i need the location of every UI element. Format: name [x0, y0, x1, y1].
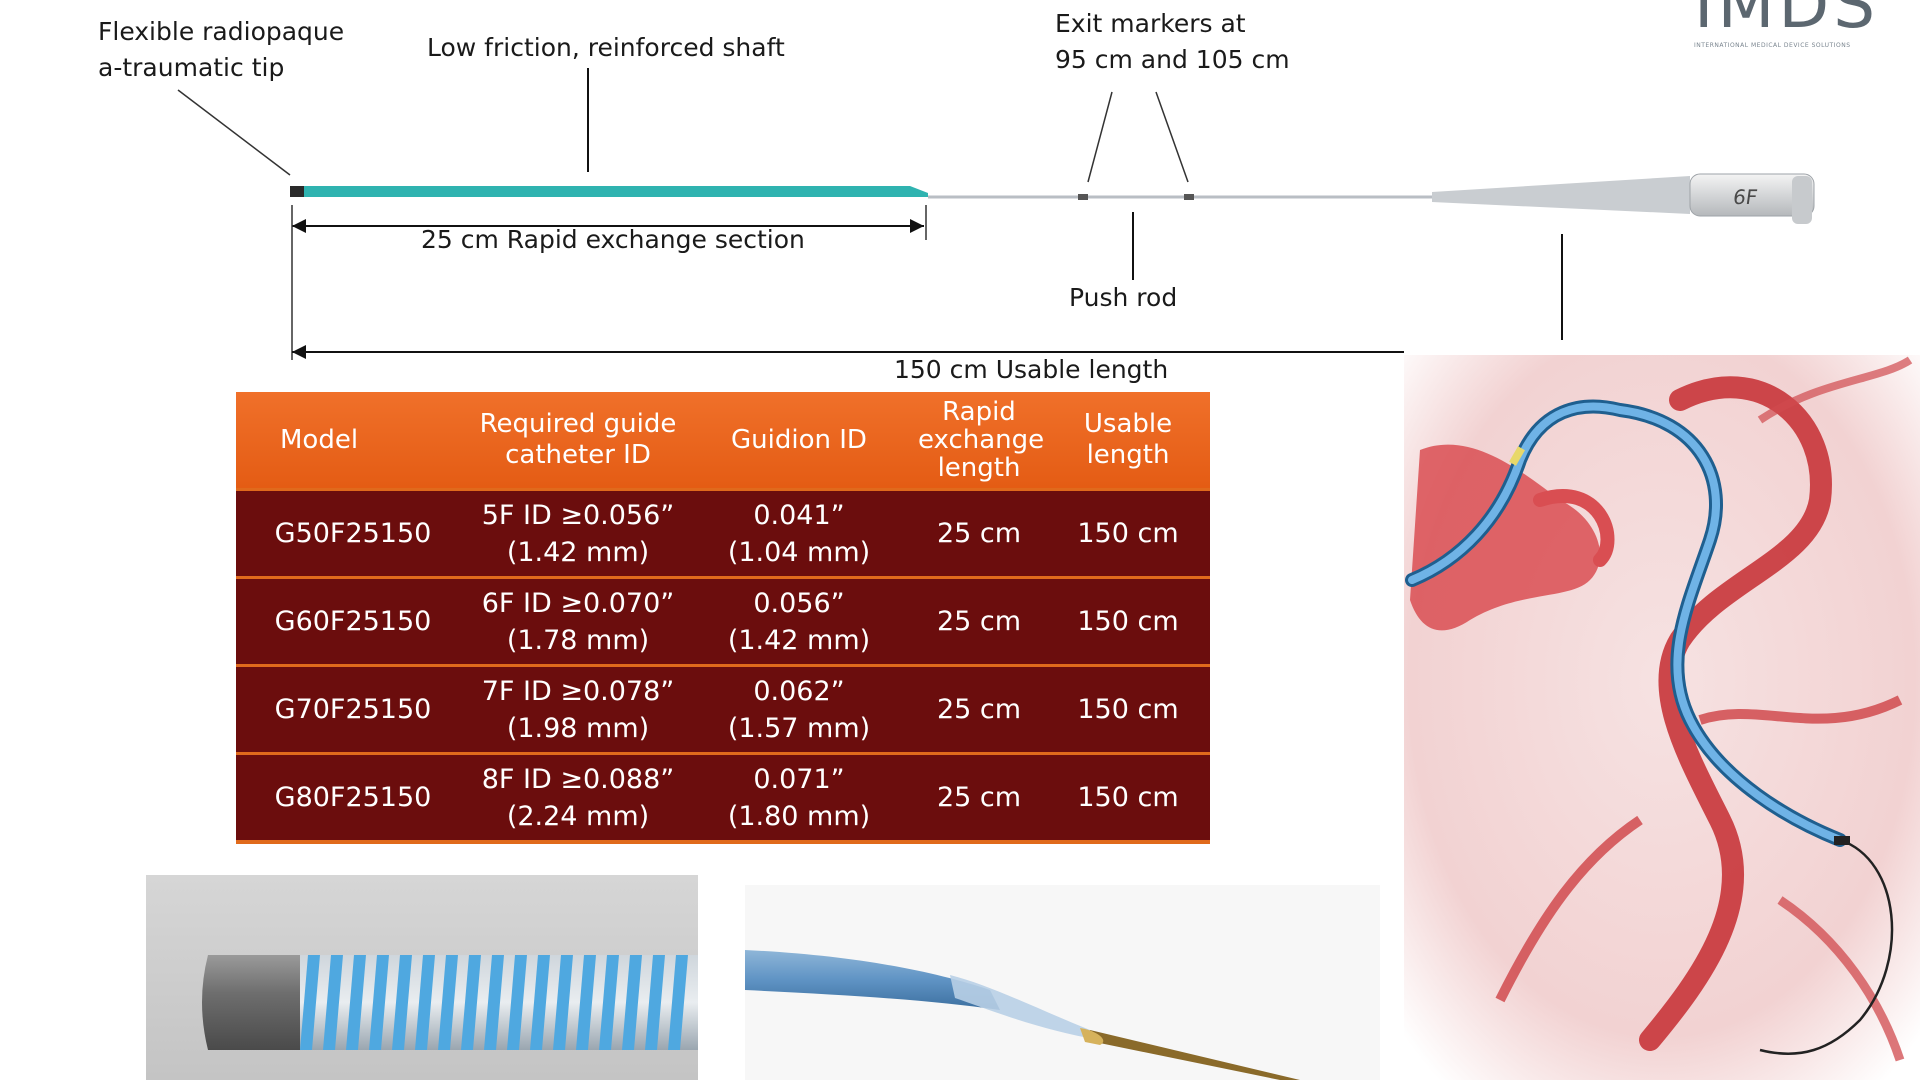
col-header-guidion-id: Guidion ID: [686, 392, 912, 490]
col-header-usable-length: Usable length: [1046, 392, 1210, 490]
coil-stripe: [369, 955, 389, 1050]
usable-arrow-left: [292, 345, 306, 359]
rx-arrow-right: [910, 219, 924, 233]
marker-leader-line-2: [1155, 91, 1189, 183]
col-header-model: Model: [236, 392, 470, 490]
cell-guidion-id: 0.056” (1.42 mm): [686, 576, 912, 666]
col-header-rx-length: Rapid exchange length: [912, 392, 1046, 490]
coil-stripe: [599, 955, 619, 1050]
cell-rx-length: 25 cm: [912, 664, 1046, 754]
exit-marker-105: [1184, 194, 1194, 200]
coil-stripe: [576, 955, 596, 1050]
cell-guide-id: 8F ID ≥0.088” (2.24 mm): [470, 752, 686, 844]
cell-rx-length: 25 cm: [912, 576, 1046, 666]
cell-rx-length: 25 cm: [912, 488, 1046, 578]
logo-tagline: INTERNATIONAL MEDICAL DEVICE SOLUTIONS: [1694, 42, 1851, 49]
tip-closeup-photo: [146, 875, 698, 1080]
coil-stripe: [300, 955, 320, 1050]
coil-stripe: [530, 955, 550, 1050]
cell-guide-id: 6F ID ≥0.070” (1.78 mm): [470, 576, 686, 666]
cell-guidion-id: 0.062” (1.57 mm): [686, 664, 912, 754]
cell-model: G60F25150: [236, 576, 470, 666]
coil-stripe: [415, 955, 435, 1050]
exit-markers-line-2: 95 cm and 105 cm: [1055, 45, 1290, 74]
coil-stripe: [461, 955, 481, 1050]
cell-model: G50F25150: [236, 488, 470, 578]
coil-stripe: [668, 955, 688, 1050]
cell-guidion-id: 0.041” (1.04 mm): [686, 488, 912, 578]
rx-arrow-left: [292, 219, 306, 233]
push-rod-label: Push rod: [1069, 283, 1178, 312]
reinforced-shaft: [304, 186, 928, 197]
tip-leader-line: [177, 89, 291, 176]
exit-markers-label: Exit markers at 95 cm and 105 cm: [1055, 6, 1290, 78]
rx-section-label: 25 cm Rapid exchange section: [421, 225, 805, 254]
exit-port-photo: [745, 885, 1380, 1080]
tip-label-line-1: Flexible radiopaque: [98, 17, 345, 46]
logo-wordmark: IMDS: [1694, 0, 1880, 43]
table-header-row: Model Required guide catheter ID Guidion …: [236, 392, 1210, 490]
cell-rx-length: 25 cm: [912, 752, 1046, 844]
table-row: G50F25150 5F ID ≥0.056” (1.42 mm) 0.041”(…: [236, 488, 1210, 578]
coil-stripe: [438, 955, 458, 1050]
coil-stripe: [484, 955, 504, 1050]
cell-usable-length: 150 cm: [1046, 752, 1210, 844]
specification-table: Model Required guide catheter ID Guidion …: [236, 392, 1210, 844]
table-row: G70F25150 7F ID ≥0.078” (1.98 mm) 0.062”(…: [236, 664, 1210, 754]
coil-stripe: [507, 955, 527, 1050]
hub-strain-relief: [1432, 176, 1690, 214]
col-header-guide-id: Required guide catheter ID: [470, 392, 686, 490]
coil-stripe: [645, 955, 665, 1050]
imds-logo: IMDS INTERNATIONAL MEDICAL DEVICE SOLUTI…: [1680, 0, 1920, 60]
usable-length-label: 150 cm Usable length: [894, 355, 1169, 384]
exit-markers-line-1: Exit markers at: [1055, 9, 1246, 38]
coil-stripe: [392, 955, 412, 1050]
tip-label: Flexible radiopaque a-traumatic tip: [98, 14, 344, 86]
cell-usable-length: 150 cm: [1046, 576, 1210, 666]
cell-guide-id: 5F ID ≥0.056” (1.42 mm): [470, 488, 686, 578]
tip-label-line-2: a-traumatic tip: [98, 53, 285, 82]
coil-stripe: [346, 955, 366, 1050]
cell-model: G70F25150: [236, 664, 470, 754]
coil-stripe: [323, 955, 343, 1050]
exit-marker-95: [1078, 194, 1088, 200]
marker-leader-line-1: [1087, 91, 1113, 183]
cell-usable-length: 150 cm: [1046, 488, 1210, 578]
vessel-illustration: [1404, 355, 1920, 1080]
coil-stripe: [553, 955, 573, 1050]
hub-grip: [1792, 176, 1812, 224]
coil-stripe: [622, 955, 642, 1050]
table-row: G60F25150 6F ID ≥0.070” (1.78 mm) 0.056”(…: [236, 576, 1210, 666]
shaft-label: Low friction, reinforced shaft: [427, 33, 785, 62]
cell-guidion-id: 0.071” (1.80 mm): [686, 752, 912, 844]
hub-size-label: 6F: [1732, 185, 1760, 209]
radiopaque-tip: [290, 186, 304, 197]
hub-connector: [1689, 173, 1815, 217]
cell-model: G80F25150: [236, 752, 470, 844]
cell-usable-length: 150 cm: [1046, 664, 1210, 754]
cell-guide-id: 7F ID ≥0.078” (1.98 mm): [470, 664, 686, 754]
table-row: G80F25150 8F ID ≥0.088” (2.24 mm) 0.071”(…: [236, 752, 1210, 844]
